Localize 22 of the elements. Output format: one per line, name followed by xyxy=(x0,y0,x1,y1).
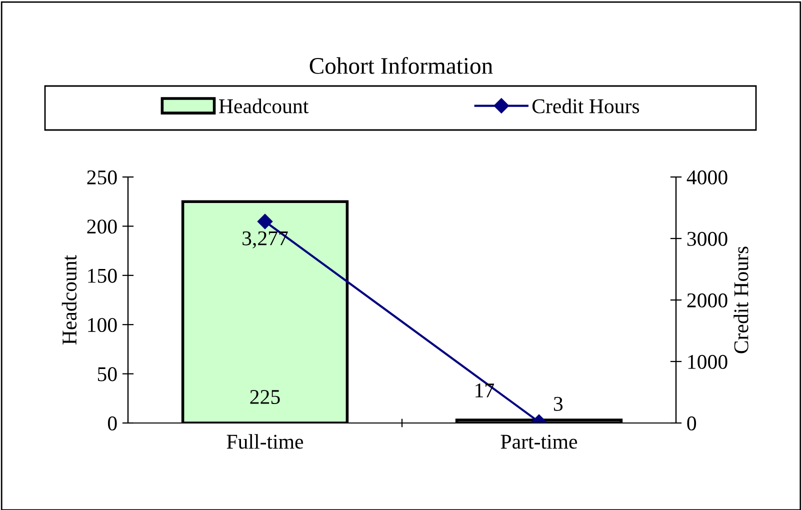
data-label: 3,277 xyxy=(242,231,288,248)
y2-tick-label: 1000 xyxy=(688,354,728,369)
data-label: 225 xyxy=(250,390,280,404)
data-label: 3 xyxy=(554,396,563,411)
chart-title: Cohort Information xyxy=(310,57,493,74)
y-tick-label: 200 xyxy=(87,220,117,234)
y-axis-title: Headcount xyxy=(62,255,77,345)
legend-label: Headcount xyxy=(219,98,309,114)
y2-tick-label: 3000 xyxy=(687,232,728,246)
data-label: 17 xyxy=(476,383,494,398)
legend-label: Credit Hours xyxy=(532,98,640,114)
y-tick-label: 50 xyxy=(98,367,117,382)
y-tick-label: 0 xyxy=(108,416,117,430)
y2-tick-label: 2000 xyxy=(687,293,728,308)
x-tick-label: Full-time xyxy=(226,434,304,449)
x-tick-label: Part-time xyxy=(500,434,578,449)
y-tick-label: 150 xyxy=(88,268,117,283)
y-tick-label: 100 xyxy=(88,318,117,332)
y2-tick-label: 0 xyxy=(687,416,696,430)
y2-axis-title: Credit Hours xyxy=(734,246,748,354)
y2-tick-label: 4000 xyxy=(686,170,728,184)
y-tick-label: 250 xyxy=(87,170,117,184)
